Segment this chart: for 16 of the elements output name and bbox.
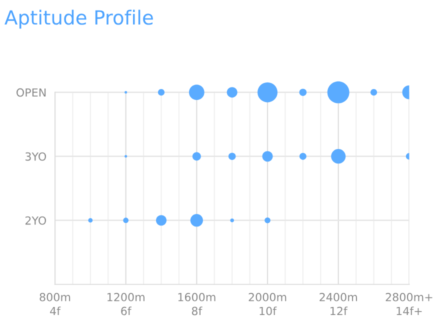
x-tick-label: 1600m	[178, 292, 216, 302]
x2-tick-label: 14f+	[396, 306, 422, 316]
y-tick-label: 2YO	[25, 216, 46, 225]
x-tick-label: 2000m	[248, 292, 286, 302]
x2-tick-label: 8f	[192, 306, 202, 316]
x2-tick-label: 10f	[260, 306, 277, 316]
y-tick-label: 3YO	[26, 152, 46, 161]
x2-tick-label: 4f	[50, 306, 61, 316]
x-tick-label: 1200m	[108, 292, 144, 302]
x-tick-label: 800m	[40, 292, 70, 302]
x-tick-label: 2400m	[320, 292, 357, 302]
chart-title: Aptitude Profile	[4, 10, 153, 29]
x2-tick-label: 12f	[330, 306, 348, 316]
x-tick-label: 2800m+	[386, 292, 432, 302]
x2-tick-label: 6f	[121, 306, 132, 316]
y-tick-label: OPEN	[16, 88, 46, 97]
